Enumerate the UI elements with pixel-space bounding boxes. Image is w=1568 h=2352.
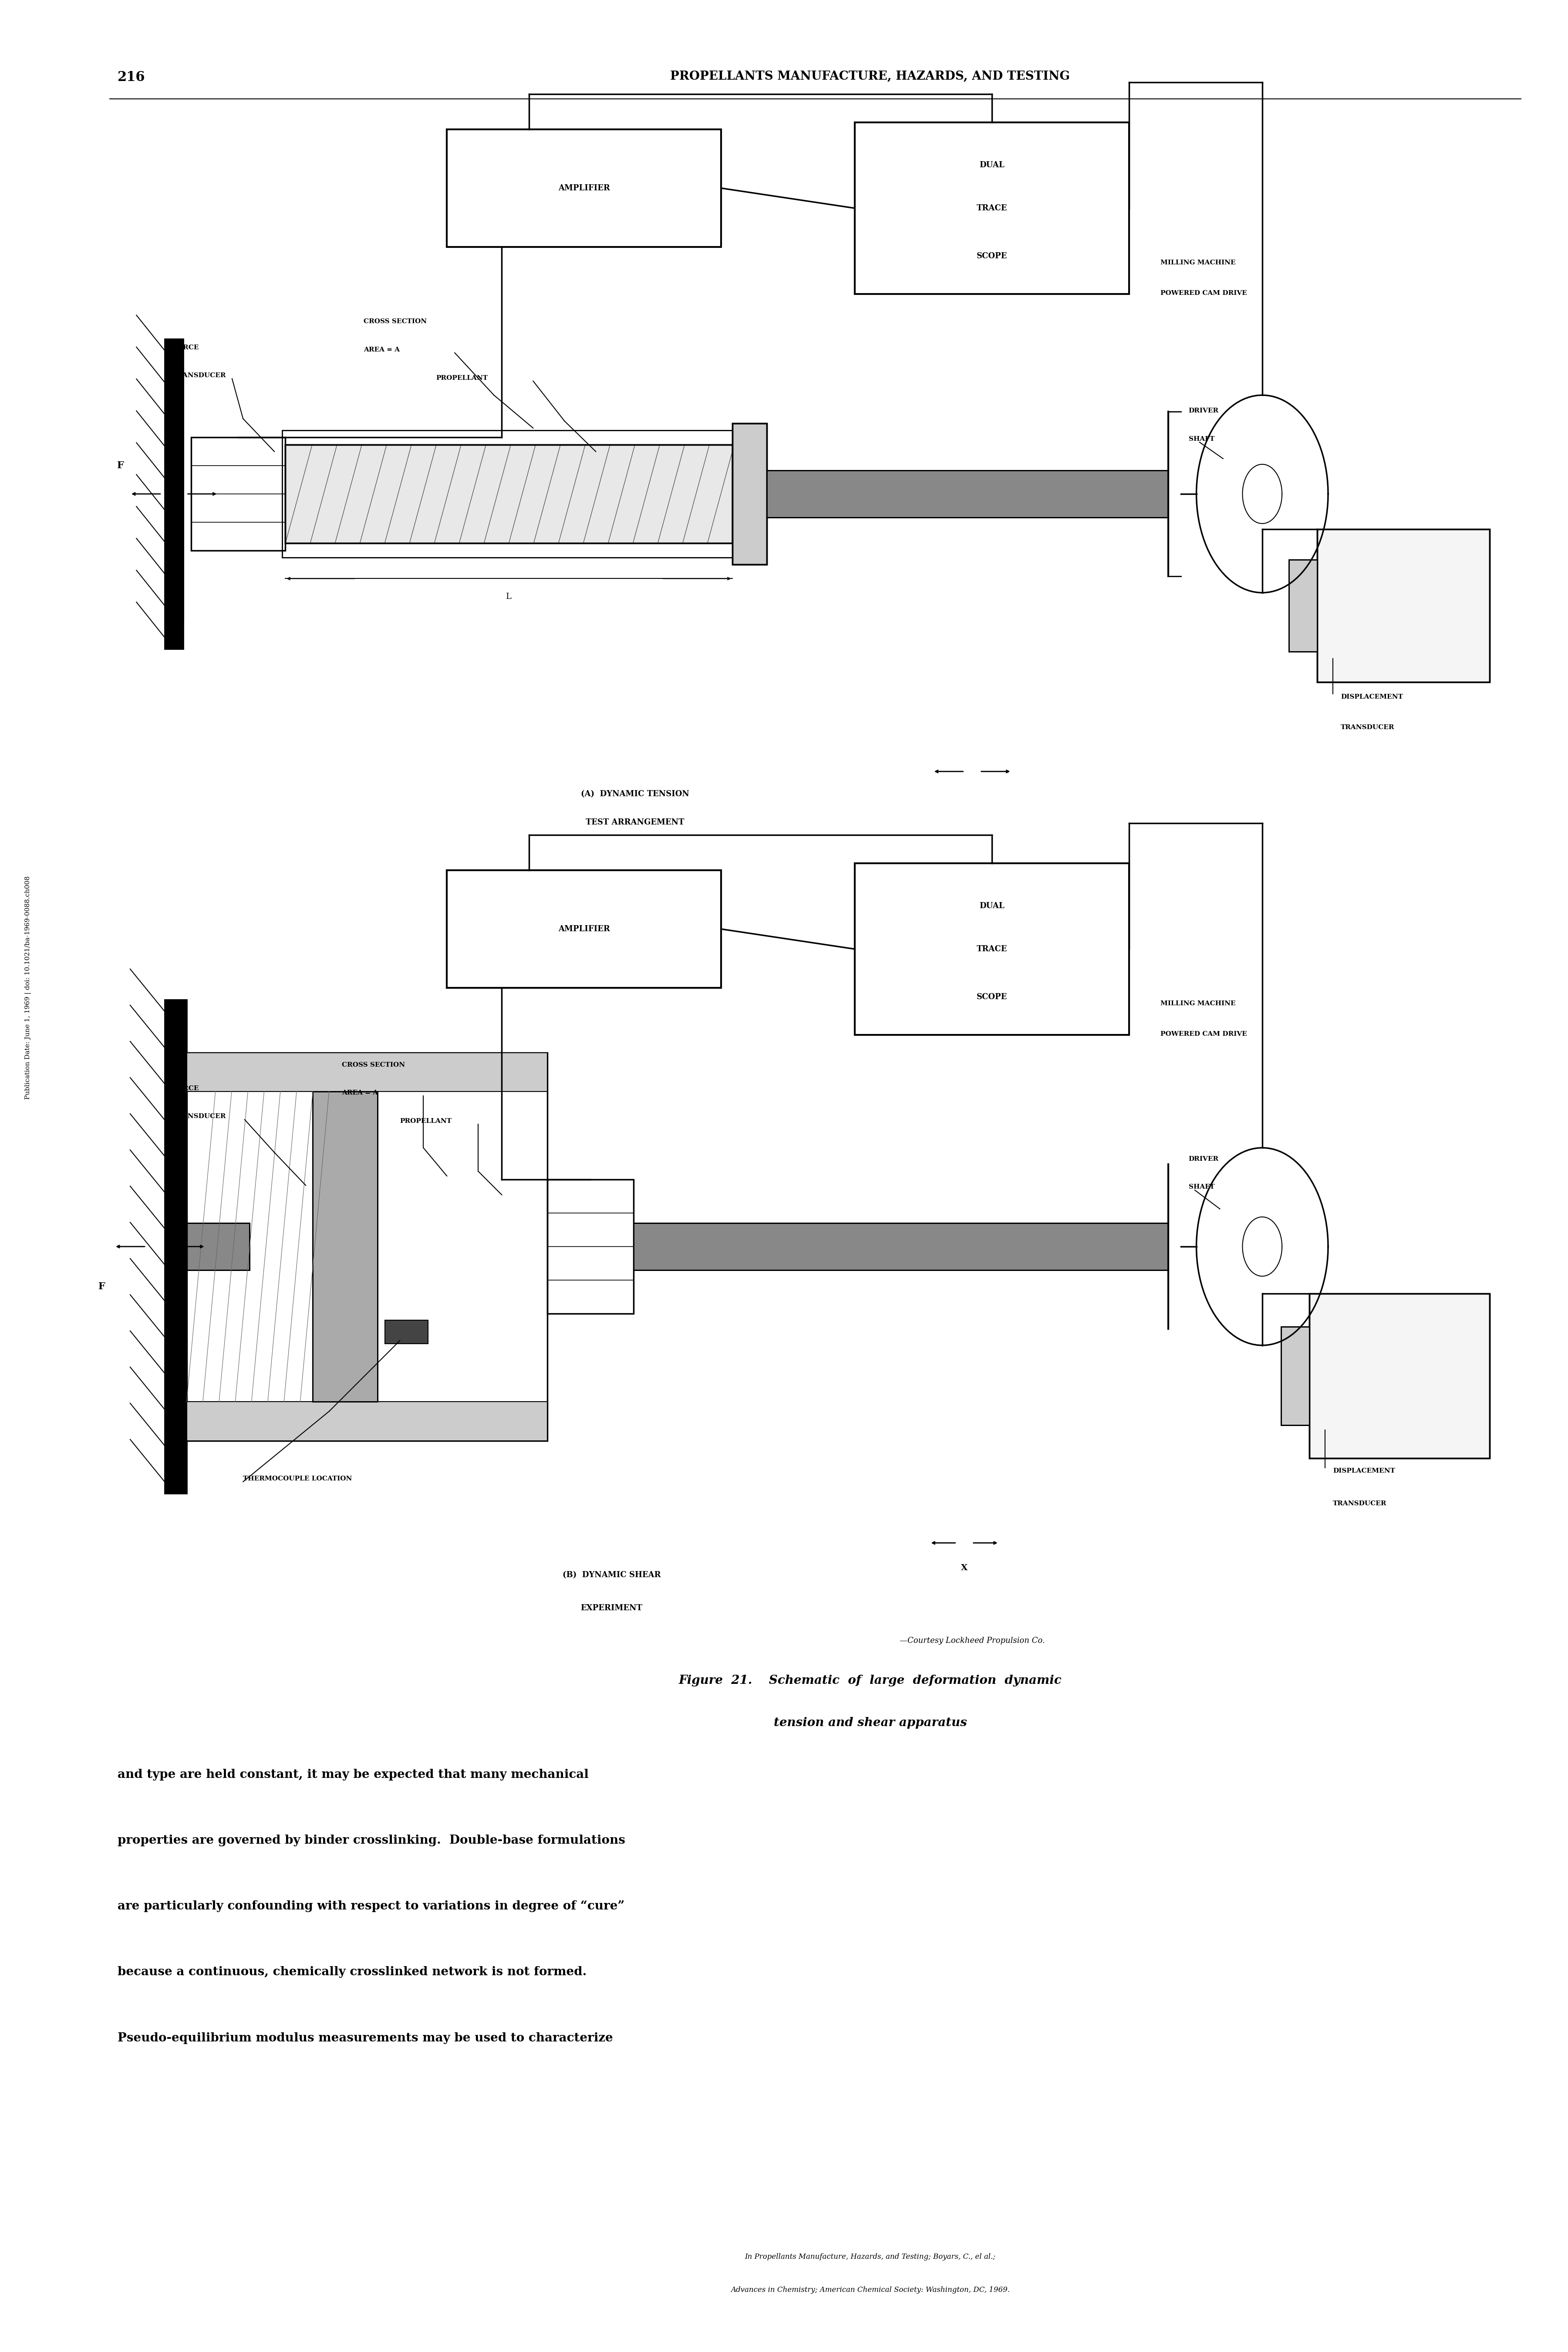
Bar [285,445,732,543]
Text: SHAFT: SHAFT [1189,435,1214,442]
Bar [1317,529,1490,682]
Text: DUAL: DUAL [978,903,1005,910]
Text: Figure  21.    Schematic  of  large  deformation  dynamic: Figure 21. Schematic of large deformatio… [679,1675,1062,1686]
Text: PROPELLANT: PROPELLANT [400,1117,452,1124]
Text: PROPELLANTS MANUFACTURE, HAZARDS, AND TESTING: PROPELLANTS MANUFACTURE, HAZARDS, AND TE… [671,71,1069,82]
Bar [767,470,1168,517]
Text: Publication Date: June 1, 1969 | doi: 10.1021/ba-1969-0088.ch008: Publication Date: June 1, 1969 | doi: 10… [25,877,31,1101]
Bar [1309,1294,1490,1458]
Text: POWERED CAM DRIVE: POWERED CAM DRIVE [1160,289,1247,296]
Text: L: L [506,593,511,600]
Bar [187,1402,547,1439]
Text: (A)  DYNAMIC TENSION: (A) DYNAMIC TENSION [580,790,690,797]
Text: TRACE: TRACE [977,946,1007,953]
Bar [1309,1294,1490,1458]
Bar [1317,529,1490,682]
Bar [447,870,721,988]
Text: SCOPE: SCOPE [977,252,1007,261]
Text: SCOPE: SCOPE [977,993,1007,1002]
Bar [855,122,1129,294]
Text: are particularly confounding with respect to variations in degree of “cure”: are particularly confounding with respec… [118,1900,624,1912]
Text: TRANSDUCER: TRANSDUCER [172,1112,226,1120]
Text: —Courtesy Lockheed Propulsion Co.: —Courtesy Lockheed Propulsion Co. [900,1637,1044,1644]
Text: TRANSDUCER: TRANSDUCER [1333,1501,1386,1508]
Bar [386,1319,428,1343]
Text: DISPLACEMENT: DISPLACEMENT [1333,1468,1396,1475]
Text: TRANSDUCER: TRANSDUCER [1341,724,1394,731]
Bar [633,1223,1168,1270]
Text: MILLING MACHINE: MILLING MACHINE [1160,1000,1236,1007]
Bar [314,1091,378,1402]
Text: DRIVER: DRIVER [1189,1155,1218,1162]
Text: CROSS SECTION: CROSS SECTION [364,318,426,325]
Text: X: X [961,1564,967,1571]
Bar [633,1223,1168,1270]
Bar [314,1091,378,1402]
Bar [1289,560,1317,652]
Text: because a continuous, chemically crosslinked network is not formed.: because a continuous, chemically crossli… [118,1966,586,1978]
Text: FORCE: FORCE [172,343,199,350]
Bar [187,1054,547,1091]
Text: DISPLACEMENT: DISPLACEMENT [1341,694,1403,701]
Bar [547,1181,633,1312]
Text: AREA = A: AREA = A [342,1089,378,1096]
Text: THERMOCOUPLE LOCATION: THERMOCOUPLE LOCATION [243,1475,353,1482]
Bar [855,863,1129,1035]
Text: In Propellants Manufacture, Hazards, and Testing; Boyars, C., el al.;: In Propellants Manufacture, Hazards, and… [745,2253,996,2260]
Bar [165,339,183,649]
Text: DRIVER: DRIVER [1189,407,1218,414]
Text: Pseudo-equilibrium modulus measurements may be used to characterize: Pseudo-equilibrium modulus measurements … [118,2032,613,2044]
Bar [165,1000,187,1494]
Bar [1281,1327,1309,1425]
Bar [187,1223,249,1270]
Text: F: F [118,461,124,470]
Text: Advances in Chemistry; American Chemical Society: Washington, DC, 1969.: Advances in Chemistry; American Chemical… [731,2286,1010,2293]
Bar [732,423,767,564]
Text: EXPERIMENT: EXPERIMENT [580,1604,643,1611]
Text: TRANSDUCER: TRANSDUCER [172,372,226,379]
Text: properties are governed by binder crosslinking.  Double-base formulations: properties are governed by binder crossl… [118,1835,626,1846]
Bar [285,445,732,543]
Text: MILLING MACHINE: MILLING MACHINE [1160,259,1236,266]
Text: 216: 216 [118,71,146,85]
Text: FORCE: FORCE [172,1084,199,1091]
Bar [282,430,735,557]
Bar [767,470,1168,517]
Bar [447,129,721,247]
Bar [732,423,767,564]
Text: PROPELLANT: PROPELLANT [436,374,488,381]
Text: CROSS SECTION: CROSS SECTION [342,1061,405,1068]
Text: and type are held constant, it may be expected that many mechanical: and type are held constant, it may be ex… [118,1769,588,1780]
Text: AMPLIFIER: AMPLIFIER [558,183,610,193]
Text: AMPLIFIER: AMPLIFIER [558,924,610,934]
Bar [1281,1327,1309,1425]
Bar [191,437,285,550]
Text: F: F [99,1282,105,1291]
Text: TRACE: TRACE [977,205,1007,212]
Bar [187,1223,249,1270]
Text: POWERED CAM DRIVE: POWERED CAM DRIVE [1160,1030,1247,1037]
Text: AREA = A: AREA = A [364,346,400,353]
Text: DUAL: DUAL [978,162,1005,169]
Text: TEST ARRANGEMENT: TEST ARRANGEMENT [586,818,684,826]
Text: SHAFT: SHAFT [1189,1183,1214,1190]
Text: (B)  DYNAMIC SHEAR: (B) DYNAMIC SHEAR [563,1571,660,1578]
Bar [187,1054,547,1439]
Bar [1289,560,1317,652]
Text: tension and shear apparatus: tension and shear apparatus [773,1717,967,1729]
